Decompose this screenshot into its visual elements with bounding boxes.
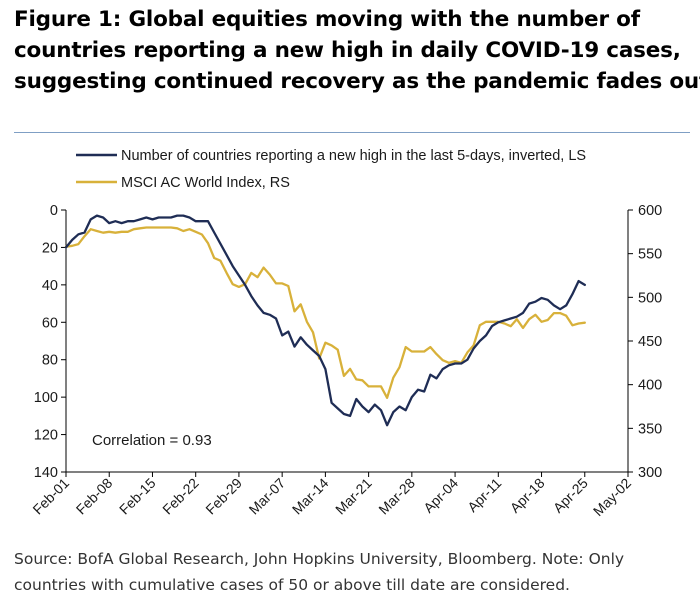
source-note-line-2: countries with cumulative cases of 50 or…: [14, 576, 570, 594]
right-tick-label: 600: [638, 203, 662, 219]
right-tick-label: 550: [638, 247, 662, 263]
series-line-countries: [64, 214, 586, 427]
chart-axes: 0 20 40 60 80 100 120 140 300 350 400 450 500 550 600 F…: [29, 203, 662, 519]
legend-label-countries: Number of countries reporting a new high…: [121, 148, 586, 164]
legend: Number of countries reporting a new high…: [76, 148, 586, 191]
left-tick-label: 80: [42, 353, 58, 369]
x-tick-label: Feb-29: [202, 475, 245, 518]
x-tick-label: Feb-08: [73, 475, 116, 518]
x-tick-label: Mar-14: [289, 475, 332, 518]
x-tick-label: Apr-11: [464, 475, 504, 515]
x-tick-label: Apr-25: [550, 475, 591, 516]
x-tick-label: Apr-04: [420, 475, 461, 516]
x-tick-label: Mar-21: [332, 475, 375, 518]
figure-title-line-1: Figure 1: Global equities moving with th…: [14, 7, 640, 32]
x-tick-label: Feb-22: [159, 475, 202, 518]
left-tick-label: 40: [42, 278, 58, 294]
left-tick-label: 140: [34, 465, 58, 481]
right-tick-label: 350: [638, 421, 662, 437]
x-tick-label: Mar-28: [375, 475, 418, 518]
x-tick-label: Feb-01: [29, 475, 72, 518]
legend-label-msci: MSCI AC World Index, RS: [121, 175, 290, 191]
source-note-line-1: Source: BofA Global Research, John Hopki…: [14, 550, 625, 568]
title-divider: [14, 132, 690, 133]
correlation-annotation: Correlation = 0.93: [92, 432, 212, 449]
right-tick-label: 500: [638, 290, 662, 306]
right-tick-label: 450: [638, 334, 662, 350]
source-note: Source: BofA Global Research, John Hopki…: [14, 546, 694, 598]
left-tick-label: 120: [34, 428, 58, 444]
right-tick-label: 300: [638, 465, 662, 481]
right-tick-label: 400: [638, 378, 662, 394]
figure-title: Figure 1: Global equities moving with th…: [14, 4, 700, 97]
figure-title-line-3: suggesting continued recovery as the pan…: [14, 69, 700, 94]
x-tick-label: May-02: [590, 475, 634, 519]
left-tick-label: 0: [50, 203, 58, 219]
line-chart: Number of countries reporting a new high…: [29, 148, 662, 519]
x-tick-label: Mar-07: [246, 475, 289, 518]
x-tick-label: Apr-18: [507, 475, 548, 516]
left-tick-label: 100: [34, 390, 58, 406]
figure-title-line-2: countries reporting a new high in daily …: [14, 38, 681, 63]
left-tick-label: 60: [42, 315, 58, 331]
chart-series: [64, 214, 586, 427]
x-tick-label: Feb-15: [116, 475, 159, 518]
left-tick-label: 20: [42, 240, 58, 256]
